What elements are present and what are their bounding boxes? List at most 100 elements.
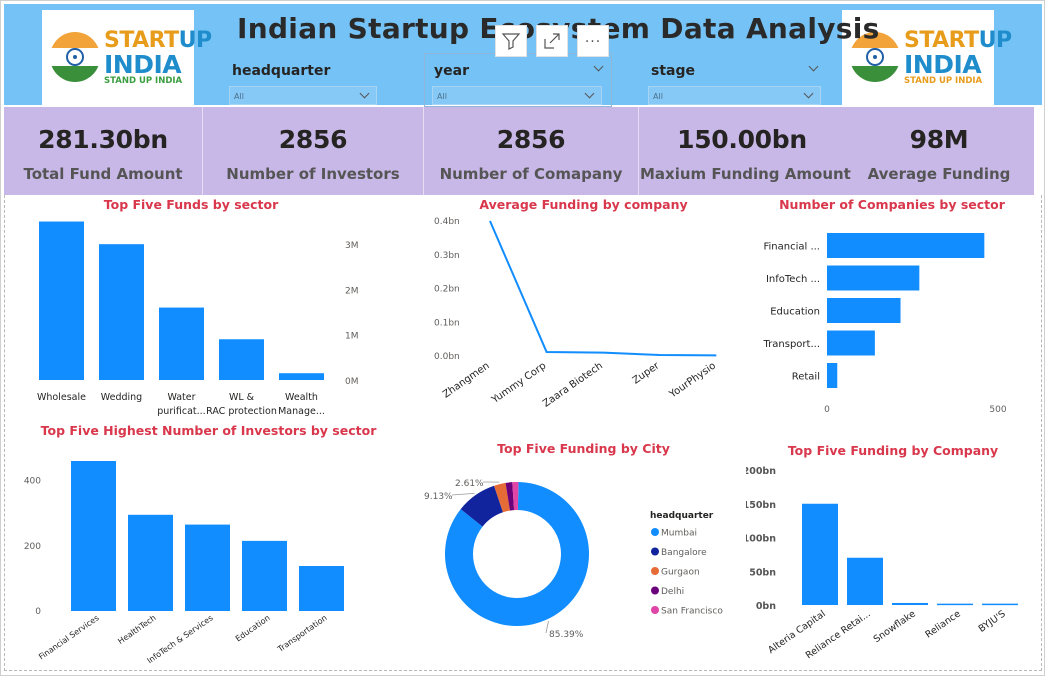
kpi-card-max-funding: 150.00bn Maxium Funding Amount bbox=[640, 107, 851, 195]
x-tick-label: WL & bbox=[229, 392, 255, 403]
chart-funding-by-city[interactable]: Top Five Funding by City 85.39% 9.13% 2.61… bbox=[421, 437, 741, 671]
logo-tagline: STAND UP INDIA bbox=[104, 76, 183, 86]
slicer-headquarter[interactable]: headquarter All bbox=[229, 59, 379, 106]
kpi-card-average-funding: 98M Average Funding bbox=[844, 107, 1034, 195]
x-tick-label: Zhangmen bbox=[441, 360, 492, 400]
bar bbox=[99, 244, 144, 380]
more-options-button[interactable]: ... bbox=[577, 25, 609, 57]
slicer-dropdown[interactable]: All bbox=[432, 86, 602, 105]
y-tick-label: Retail bbox=[792, 372, 820, 383]
y-tick-label: 200bn bbox=[746, 466, 776, 477]
x-tick-label: HealthTech bbox=[116, 613, 157, 646]
bar bbox=[827, 233, 985, 258]
kpi-card-investors: 2856 Number of Investors bbox=[204, 107, 422, 195]
x-tick-label: Zuper bbox=[631, 360, 662, 387]
slicer-year[interactable]: year All bbox=[424, 53, 612, 107]
slicer-stage[interactable]: stage All bbox=[648, 59, 823, 106]
focus-mode-button[interactable] bbox=[536, 25, 568, 57]
chart-investors-by-sector[interactable]: Top Five Highest Number of Investors by … bbox=[21, 421, 401, 671]
bar bbox=[847, 557, 883, 605]
bar bbox=[159, 307, 204, 380]
kpi-card-total-fund: 281.30bn Total Fund Amount bbox=[4, 107, 202, 195]
x-tick-label: purificat... bbox=[157, 406, 205, 417]
filter-button[interactable] bbox=[495, 25, 527, 57]
legend-marker bbox=[651, 606, 659, 614]
slicer-label: year bbox=[434, 63, 469, 79]
chart-companies-by-sector[interactable]: Number of Companies by sector Financial … bbox=[746, 195, 1036, 425]
x-tick-label: Transportation bbox=[275, 613, 328, 654]
india-flag-circle-icon bbox=[50, 32, 100, 82]
y-tick-label: 0.4bn bbox=[434, 217, 460, 227]
y-tick-label: 1M bbox=[345, 332, 359, 342]
kpi-label: Total Fund Amount bbox=[23, 165, 183, 183]
kpi-label: Number of Comapany bbox=[439, 165, 623, 183]
kpi-value: 2856 bbox=[496, 125, 566, 154]
chevron-down-icon[interactable] bbox=[808, 61, 819, 72]
chart-top-funds-by-sector[interactable]: Top Five Funds by sector 0M 1M 2M 3M Wholesa… bbox=[21, 195, 401, 425]
data-label: 85.39% bbox=[549, 630, 584, 640]
bar bbox=[279, 373, 324, 380]
y-tick-label: 3M bbox=[345, 241, 359, 251]
chart-title: Number of Companies by sector bbox=[779, 197, 1005, 212]
y-tick-label: 50bn bbox=[749, 567, 776, 578]
pie-slice bbox=[512, 482, 519, 511]
slicer-label: headquarter bbox=[232, 63, 331, 79]
chart-title: Average Funding by company bbox=[479, 197, 688, 212]
x-tick-label: Manage... bbox=[278, 406, 325, 417]
bar bbox=[242, 540, 287, 611]
legend-marker bbox=[651, 547, 659, 556]
y-tick-label: 0.2bn bbox=[434, 285, 460, 295]
chart-svg: 0bn50bn100bn150bn200bnAlteria CapitalRel… bbox=[746, 466, 1018, 661]
chart-funding-by-company[interactable]: Top Five Funding by Company 0bn 50bn 100bn… bbox=[746, 437, 1036, 671]
chevron-down-icon bbox=[359, 88, 370, 99]
pie-slice bbox=[494, 482, 510, 513]
chart-svg: 0M 1M 2M 3M Wholesale Wedding Water purificat..… bbox=[37, 221, 359, 417]
focus-mode-icon bbox=[544, 33, 560, 49]
logo-india-text: INDIA bbox=[904, 50, 982, 79]
data-label: 9.13% bbox=[424, 492, 453, 502]
divider bbox=[202, 107, 203, 195]
chart-average-funding-by-company[interactable]: Average Funding by company 0.0bn 0.1bn 0.2… bbox=[421, 195, 741, 425]
bar bbox=[892, 602, 928, 605]
kpi-label: Number of Investors bbox=[226, 165, 400, 183]
legend-title: headquarter bbox=[650, 511, 714, 521]
legend-marker bbox=[651, 586, 659, 595]
y-tick-label: 200 bbox=[24, 542, 41, 552]
logo-india-text: INDIA bbox=[104, 50, 182, 79]
x-tick-label: 500 bbox=[989, 405, 1006, 415]
chevron-down-icon[interactable] bbox=[593, 61, 604, 72]
legend-label: Gurgaon bbox=[661, 568, 700, 578]
slicer-dropdown[interactable]: All bbox=[229, 86, 377, 105]
x-tick-label: Education bbox=[234, 613, 272, 643]
data-label-leader bbox=[451, 492, 475, 496]
bar bbox=[185, 524, 230, 611]
data-label-leader bbox=[545, 620, 549, 634]
bar bbox=[937, 603, 973, 606]
logo-tagline: STAND UP INDIA bbox=[904, 76, 983, 86]
bar bbox=[827, 265, 920, 291]
startup-india-logo-right: STARTUP INDIA STAND UP INDIA bbox=[842, 10, 1012, 105]
report-canvas-border bbox=[4, 195, 1042, 671]
pie-slice bbox=[460, 485, 503, 527]
x-tick-label: Wedding bbox=[101, 392, 142, 403]
bar bbox=[982, 603, 1018, 606]
kpi-value: 2856 bbox=[278, 125, 348, 154]
x-tick-label: Reliance bbox=[923, 608, 962, 640]
legend-label: San Francisco bbox=[661, 607, 723, 617]
legend-marker bbox=[651, 567, 659, 575]
chart-title: Top Five Highest Number of Investors by … bbox=[40, 423, 377, 438]
y-tick-label: Transport... bbox=[763, 339, 820, 350]
y-tick-label: 0.1bn bbox=[434, 318, 460, 328]
bar bbox=[219, 339, 264, 380]
kpi-label: Maxium Funding Amount bbox=[640, 165, 851, 183]
logo-start-text: STARTUP bbox=[904, 28, 1012, 53]
legend-label: Bangalore bbox=[661, 548, 707, 558]
kpi-value: 98M bbox=[909, 125, 969, 154]
x-tick-label: BYJU'S bbox=[977, 608, 1008, 634]
slicer-dropdown[interactable]: All bbox=[648, 86, 821, 105]
chart-title: Top Five Funds by sector bbox=[103, 197, 279, 212]
bar bbox=[827, 330, 875, 356]
data-label: 2.61% bbox=[455, 479, 484, 489]
